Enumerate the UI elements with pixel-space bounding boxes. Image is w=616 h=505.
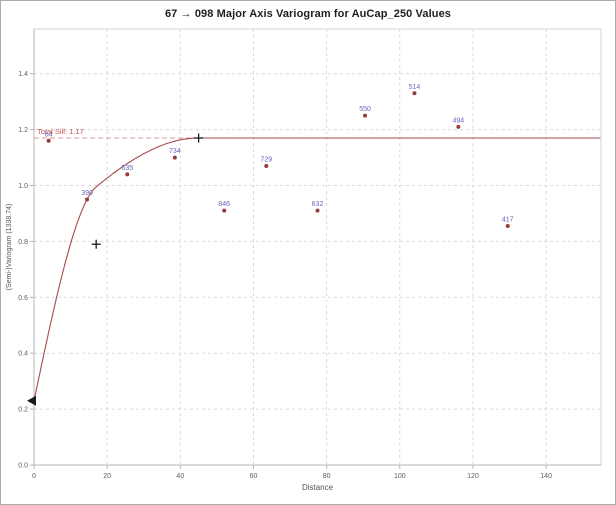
plot-border (33, 28, 602, 466)
pair-count-label: 390 (81, 190, 93, 197)
y-tick-label: 1.4 (18, 71, 28, 78)
pair-count-label: 550 (359, 106, 371, 113)
variogram-point (505, 224, 510, 229)
grid (33, 29, 601, 466)
variogram-point (222, 208, 227, 213)
variogram-point (315, 208, 320, 213)
variogram-point (264, 163, 269, 168)
pair-count-label: 734 (169, 148, 181, 155)
y-tick-label: 0.0 (18, 463, 28, 470)
total-sill-label: Total Sill: 1.17 (37, 127, 84, 136)
variogram-point (85, 197, 90, 202)
axes: 0 20 40 60 80 100 120 140 0.0 0.2 0.4 0.6 0.8 1.0 1.2 1… (18, 29, 601, 480)
pair-count-label: 494 (452, 117, 464, 124)
structure2-range-handle[interactable] (194, 133, 204, 143)
variogram-point (125, 172, 130, 177)
x-tick-label: 100 (394, 473, 406, 480)
x-tick-label: 40 (176, 473, 184, 480)
x-tick-label: 140 (540, 473, 552, 480)
variogram-model-curve (33, 137, 601, 401)
variogram-point (456, 124, 461, 129)
structure1-handle[interactable] (91, 239, 101, 249)
x-tick-label: 80 (323, 473, 331, 480)
variogram-point (363, 113, 368, 118)
variogram-point (172, 155, 177, 160)
x-tick-label: 20 (103, 473, 111, 480)
y-tick-label: 0.6 (18, 295, 28, 302)
y-tick-label: 0.4 (18, 351, 28, 358)
experimental-points: 64 390 635 734 846 729 632 550 514 494 417 (45, 84, 514, 229)
x-axis-label: Distance (302, 483, 334, 492)
chart-title: 67 → 098 Major Axis Variogram for AuCap_… (164, 8, 452, 20)
variogram-point (46, 138, 51, 143)
nugget-handle[interactable] (27, 395, 36, 406)
pair-count-label: 635 (121, 165, 133, 172)
y-tick-label: 1.0 (18, 183, 28, 190)
pair-count-label: 846 (218, 201, 230, 208)
y-tick-label: 0.8 (18, 239, 28, 246)
y-tick-label: 1.2 (18, 127, 28, 134)
pair-count-label: 417 (502, 217, 514, 224)
y-tick-label: 0.2 (18, 407, 28, 414)
x-tick-label: 0 (32, 473, 36, 480)
x-tick-label: 60 (250, 473, 258, 480)
pair-count-label: 514 (409, 84, 421, 91)
pair-count-label: 64 (45, 131, 53, 138)
x-tick-label: 120 (467, 473, 479, 480)
variogram-point (412, 91, 417, 96)
pair-count-label: 632 (312, 201, 324, 208)
y-axis-label: (Semi-)Variogram (1338.74) (6, 204, 13, 291)
pair-count-label: 729 (260, 156, 272, 163)
